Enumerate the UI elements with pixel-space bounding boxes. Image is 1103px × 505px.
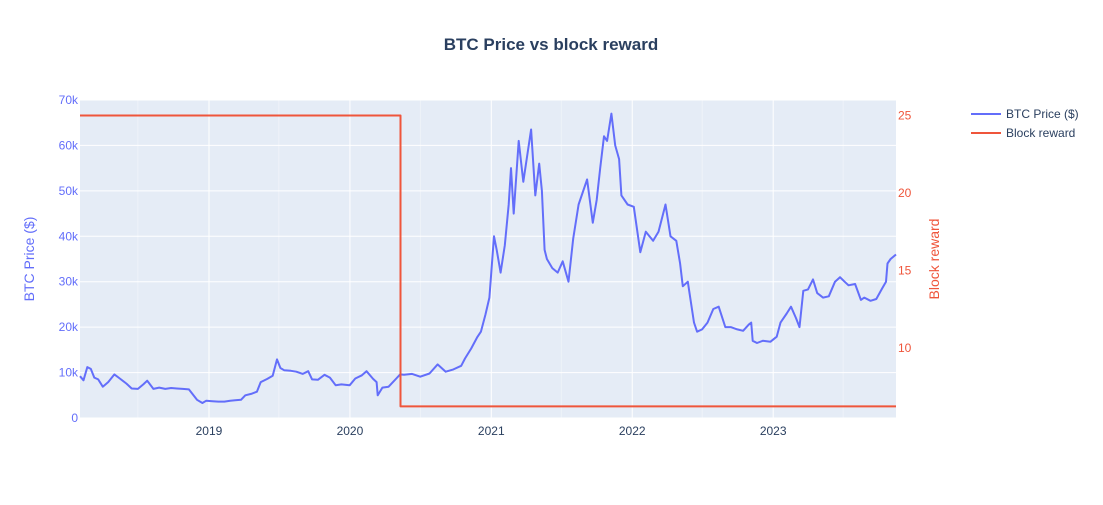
legend-item-btc-price[interactable]: BTC Price ($) bbox=[971, 107, 1079, 121]
y-left-tick-label: 40k bbox=[59, 229, 79, 243]
y-left-tick-label: 50k bbox=[59, 184, 79, 198]
x-tick-label: 2019 bbox=[196, 424, 223, 438]
grid bbox=[80, 99, 896, 419]
x-tick-label: 2020 bbox=[337, 424, 364, 438]
y-left-tick-label: 10k bbox=[59, 366, 79, 380]
y-left-tick-label: 0 bbox=[71, 411, 78, 425]
plot-area bbox=[80, 100, 896, 418]
y-right-tick-label: 25 bbox=[898, 109, 912, 123]
y-axis-right-title: Block reward bbox=[926, 219, 942, 300]
chart-title: BTC Price vs block reward bbox=[444, 35, 658, 54]
y-right-tick-label: 10 bbox=[898, 341, 912, 355]
legend-item-block-reward[interactable]: Block reward bbox=[971, 126, 1075, 140]
y-axis-left-ticks: 0 10k 20k 30k 40k 50k 60k 70k bbox=[59, 93, 79, 425]
series-layer bbox=[79, 112, 897, 408]
y-left-tick-label: 20k bbox=[59, 320, 79, 334]
series-line-btc-price bbox=[79, 112, 897, 404]
legend-label-btc-price: BTC Price ($) bbox=[1006, 107, 1079, 121]
y-right-tick-label: 15 bbox=[898, 264, 912, 278]
x-axis-ticks: 2019 2020 2021 2022 2023 bbox=[196, 424, 787, 438]
x-tick-label: 2022 bbox=[619, 424, 646, 438]
x-tick-label: 2023 bbox=[760, 424, 787, 438]
y-left-tick-label: 30k bbox=[59, 275, 79, 289]
y-axis-left-title: BTC Price ($) bbox=[21, 217, 37, 302]
x-tick-label: 2021 bbox=[478, 424, 505, 438]
y-left-tick-label: 70k bbox=[59, 93, 79, 107]
series-line-block-reward bbox=[80, 114, 896, 408]
y-left-tick-label: 60k bbox=[59, 138, 79, 152]
legend-label-block-reward: Block reward bbox=[1006, 126, 1075, 140]
y-right-tick-label: 20 bbox=[898, 186, 912, 200]
legend[interactable]: BTC Price ($) Block reward bbox=[971, 107, 1079, 140]
y-axis-right-ticks: 10 15 20 25 bbox=[898, 109, 912, 356]
